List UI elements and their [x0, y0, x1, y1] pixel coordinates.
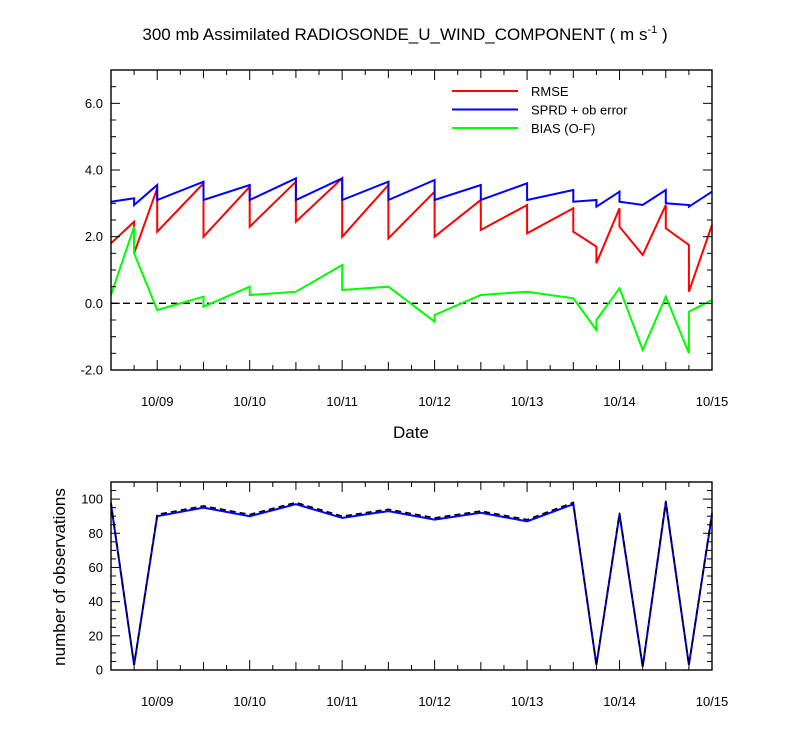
bottom-plot: 0 20 40 60 80 100 10/09 10/10 10/11 10/12 10/13 10/…: [81, 481, 729, 709]
x-tick-label: 10/13: [511, 394, 544, 409]
top-series-bias-o-f: [110, 226, 713, 354]
x-tick-label: 10/14: [603, 694, 636, 709]
top-series-sprd-ob-error: [110, 176, 713, 209]
y-tick-label: -2.0: [81, 363, 103, 378]
y-tick-label: 100: [81, 492, 103, 507]
y-tick-label: 2.0: [85, 229, 103, 244]
top-plot: -2.0 0.0 2.0 4.0 6.0 10/09 10/10 10/11 10/12 10/1…: [81, 69, 729, 409]
bottom-series-observations-dashed: [110, 500, 713, 667]
x-tick-label: 10/10: [233, 694, 266, 709]
x-tick-label: 10/15: [696, 394, 729, 409]
bottom-series-group: [110, 500, 713, 667]
x-tick-label: 10/10: [233, 394, 266, 409]
x-tick-label: 10/13: [511, 694, 544, 709]
legend-label: SPRD + ob error: [531, 103, 628, 118]
y-tick-label: 0.0: [85, 296, 103, 311]
bottom-plot-frame: [110, 481, 713, 671]
y-tick-label: 80: [89, 526, 103, 541]
top-xaxis-title: Date: [393, 423, 429, 442]
x-tick-label: 10/09: [141, 694, 174, 709]
x-tick-label: 10/11: [326, 394, 358, 409]
y-tick-label: 6.0: [85, 96, 103, 111]
y-tick-label: 4.0: [85, 163, 103, 178]
legend-label: BIAS (O-F): [531, 121, 595, 136]
top-series-group: [110, 175, 713, 354]
top-ticks: -2.0 0.0 2.0 4.0 6.0 10/09 10/10 10/11 10/12 10/1…: [81, 69, 729, 409]
y-tick-label: 40: [89, 594, 103, 609]
x-tick-label: 10/14: [603, 394, 636, 409]
x-tick-label: 10/11: [326, 694, 358, 709]
top-series-rmse: [110, 175, 713, 293]
x-tick-label: 10/12: [418, 394, 451, 409]
bottom-yaxis-title: number of observations: [50, 488, 69, 666]
x-tick-label: 10/15: [696, 694, 729, 709]
legend-label: RMSE: [531, 84, 569, 99]
legend: RMSE SPRD + ob error BIAS (O-F): [452, 84, 628, 136]
x-tick-label: 10/12: [418, 694, 451, 709]
top-chart-title: 300 mb Assimilated RADIOSONDE_U_WIND_COM…: [142, 24, 667, 44]
y-tick-label: 60: [89, 560, 103, 575]
bottom-ticks: 0 20 40 60 80 100 10/09 10/10 10/11 10/12 10/13 10/…: [81, 481, 729, 709]
y-tick-label: 0: [96, 663, 103, 678]
x-tick-label: 10/09: [141, 394, 174, 409]
y-tick-label: 20: [89, 628, 103, 643]
